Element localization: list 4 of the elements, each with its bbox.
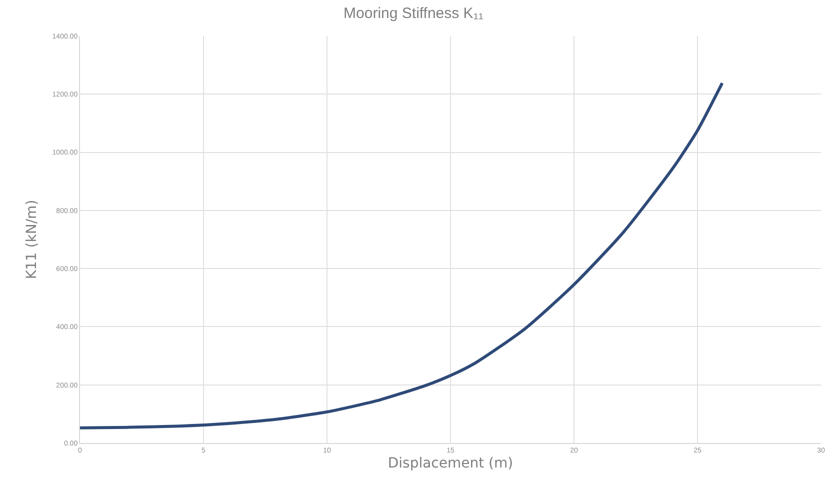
y-axis-title: K11 (kN/m): [24, 200, 40, 280]
x-axis-title: Displacement (m): [388, 456, 514, 472]
chart-title: Mooring Stiffness K₁₁: [344, 4, 484, 22]
line-series: [80, 82, 724, 430]
